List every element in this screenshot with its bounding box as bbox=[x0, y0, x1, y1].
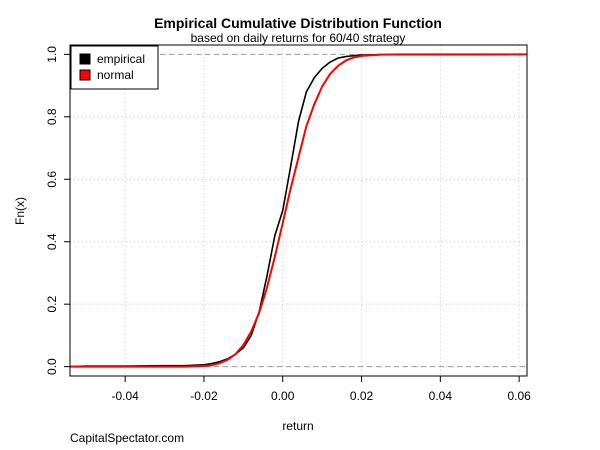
legend-swatch-empirical bbox=[79, 53, 91, 65]
reference-lines bbox=[70, 53, 527, 368]
source-credit: CapitalSpectator.com bbox=[70, 431, 184, 445]
x-tick-label-2: 0.00 bbox=[271, 389, 295, 403]
grid-lines bbox=[70, 45, 527, 376]
legend-label-normal: normal bbox=[97, 68, 134, 82]
y-axis-label: Fn(x) bbox=[13, 197, 27, 225]
series-lines bbox=[69, 53, 527, 368]
x-axis-label: return bbox=[282, 419, 313, 433]
legend: empirical normal bbox=[70, 45, 159, 90]
y-tick-label-1: 0.2 bbox=[45, 296, 59, 313]
series-line-normal bbox=[70, 53, 527, 368]
chart-title: Empirical Cumulative Distribution Functi… bbox=[154, 15, 442, 31]
x-tick-label-0: -0.04 bbox=[111, 389, 139, 403]
x-tick-label-5: 0.06 bbox=[507, 389, 531, 403]
legend-label-empirical: empirical bbox=[97, 52, 145, 66]
plot-frame bbox=[69, 44, 528, 377]
y-tick-label-4: 0.8 bbox=[45, 108, 59, 125]
series-line-empirical bbox=[69, 53, 527, 368]
y-tick-label-3: 0.6 bbox=[45, 171, 59, 188]
chart-subtitle: based on daily returns for 60/40 strateg… bbox=[191, 31, 406, 45]
x-tick-label-3: 0.02 bbox=[350, 389, 374, 403]
y-tick-label-0: 0.0 bbox=[45, 358, 59, 375]
legend-swatch-normal bbox=[79, 69, 91, 81]
y-tick-label-2: 0.4 bbox=[45, 233, 59, 250]
y-axis: 0.0 0.2 0.4 0.6 0.8 1.0 bbox=[45, 46, 70, 375]
x-axis: -0.04 -0.02 0.00 0.02 0.04 0.06 bbox=[111, 376, 531, 403]
legend-box bbox=[70, 45, 159, 90]
x-tick-label-1: -0.02 bbox=[190, 389, 218, 403]
y-tick-label-5: 1.0 bbox=[45, 46, 59, 63]
x-tick-label-4: 0.04 bbox=[429, 389, 453, 403]
